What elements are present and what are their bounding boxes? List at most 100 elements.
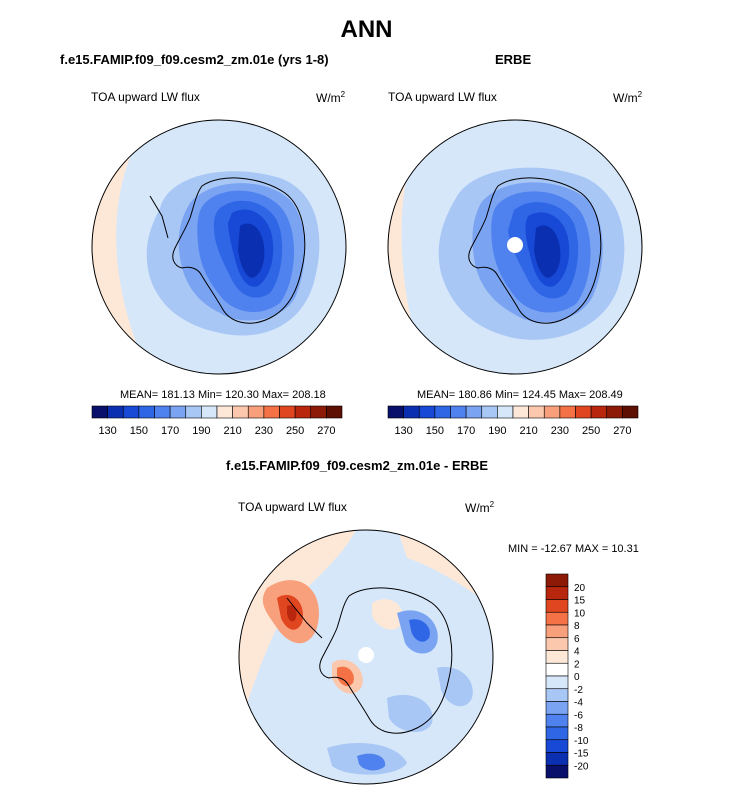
colorbar-box [545,752,569,766]
colorbar-box [326,405,343,419]
colorbar-box [545,701,569,715]
colorbar-tick-label: 190 [488,425,506,437]
colorbar-box [107,405,124,419]
colorbar-box [545,650,569,664]
panel-3-title: f.e15.FAMIP.f09_f09.cesm2_zm.01e - ERBE [226,458,489,473]
colorbar-box [545,764,569,779]
colorbar-tick-label: 10 [574,608,586,619]
panel-1-units: W/m2 [316,90,346,105]
colorbar-tick-label: -20 [574,761,589,772]
panel-2-units: W/m2 [613,90,643,105]
colorbar-tick-label: 130 [394,425,412,437]
panel-2-title: ERBE [495,52,532,67]
colorbar-box [465,405,483,419]
colorbar-box [263,405,280,419]
colorbar-box [310,405,327,419]
panel-3-stats: MIN = -12.67 MAX = 10.31 [508,543,639,555]
missing-data-pole [507,237,523,253]
colorbar-box [512,405,529,419]
colorbar-box [590,405,608,419]
colorbar-tick-label: 170 [457,425,475,437]
colorbar-box [294,405,312,419]
colorbar-box [606,405,623,419]
colorbar-box [545,637,569,651]
panel-1-colorbar: 130 150 170 190 210 230 250 270 [91,405,343,437]
colorbar-box [545,599,569,613]
colorbar-box [232,405,249,419]
colorbar-tick-label: 2 [574,659,580,670]
colorbar-tick-label: 230 [255,425,273,437]
colorbar-box [545,624,569,639]
colorbar-box [185,405,202,419]
map-coastline [149,177,306,324]
colorbar-tick-label: 150 [426,425,444,437]
colorbar-box [545,675,569,690]
colorbar-tick-label: 270 [613,425,631,437]
colorbar-tick-label: 210 [223,425,241,437]
colorbar-tick-label: 6 [574,634,580,645]
colorbar-tick-label: 250 [286,425,304,437]
colorbar-box [91,405,108,419]
colorbar-box [481,405,498,419]
colorbar-box [279,405,296,419]
colorbar-box [622,405,639,419]
colorbar-box [545,713,569,728]
colorbar-tick-label: 270 [317,425,335,437]
colorbar-box [169,405,187,419]
panel-1-map [91,119,347,375]
colorbar-box [545,573,569,588]
colorbar-tick-label: 170 [161,425,179,437]
colorbar-tick-label: -4 [574,698,583,709]
colorbar-tick-label: 150 [130,425,148,437]
panel-2-stats: MEAN= 180.86 Min= 124.45 Max= 208.49 [417,389,623,401]
colorbar-box [403,405,420,419]
panel-3-variable: TOA upward LW flux [238,500,347,514]
panel-1-variable: TOA upward LW flux [91,90,200,104]
colorbar-box [122,405,140,419]
colorbar-tick-label: 230 [551,425,569,437]
colorbar-tick-label: 130 [98,425,116,437]
colorbar-tick-label: -2 [574,685,583,696]
colorbar-box [545,662,569,677]
colorbar-tick-label: -6 [574,710,583,721]
colorbar-box [497,405,514,419]
colorbar-tick-label: 8 [574,621,580,632]
colorbar-box [138,405,155,419]
panel-1-stats: MEAN= 181.13 Min= 120.30 Max= 208.18 [120,389,326,401]
colorbar-box [545,739,569,753]
colorbar-tick-label: 190 [192,425,210,437]
colorbar-box [154,405,171,419]
colorbar-tick-label: 20 [574,583,586,594]
colorbar-box [450,405,467,419]
map-contour-130 [238,223,265,278]
colorbar-tick-label: -8 [574,723,583,734]
panel-2-variable: TOA upward LW flux [388,90,497,104]
panel-2-map [387,119,643,375]
colorbar-tick-label: -10 [574,736,589,747]
figure-title: ANN [340,16,393,43]
colorbar-box [543,405,561,419]
colorbar-tick-label: 210 [519,425,537,437]
colorbar-tick-label: 4 [574,647,580,658]
colorbar-box [545,726,569,741]
panel-2-colorbar: 130 150 170 190 210 230 250 270 [387,405,639,437]
panel-3-units: W/m2 [465,500,495,515]
colorbar-tick-label: 0 [574,672,580,683]
colorbar-box [418,405,436,419]
colorbar-box [216,405,233,419]
colorbar-tick-label: 250 [582,425,600,437]
colorbar-box [434,405,451,419]
colorbar-box [247,405,265,419]
colorbar-box [545,688,569,702]
colorbar-box [575,405,592,419]
colorbar-box [545,611,569,626]
panel-1-title: f.e15.FAMIP.f09_f09.cesm2_zm.01e (yrs 1-… [60,52,329,67]
panel-3-map [238,529,494,785]
colorbar-box [387,405,404,419]
colorbar-box [559,405,576,419]
colorbar-tick-label: -15 [574,749,589,760]
colorbar-tick-label: 15 [574,596,586,607]
colorbar-box [201,405,218,419]
colorbar-box [545,586,569,600]
